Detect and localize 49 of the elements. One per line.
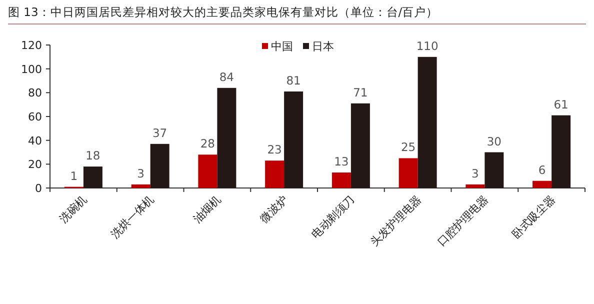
data-label: 30 [486, 134, 502, 148]
data-label: 61 [554, 97, 568, 112]
y-tick-label: 0 [35, 182, 42, 195]
bar [198, 154, 218, 188]
data-label: 71 [353, 85, 368, 100]
legend-label: 中国 [271, 40, 293, 53]
data-label: 6 [538, 162, 546, 177]
data-label: 13 [334, 154, 349, 169]
data-label: 18 [86, 148, 100, 163]
bar [332, 172, 351, 188]
bar [265, 160, 284, 188]
data-label: 28 [200, 136, 216, 151]
bar [552, 115, 571, 188]
data-label: 84 [219, 70, 234, 84]
y-tick-label: 40 [28, 134, 42, 148]
x-tick-label: 洗碗机 [57, 192, 90, 226]
bar [466, 184, 485, 188]
bar [150, 144, 170, 188]
data-label: 3 [472, 166, 479, 180]
bar [131, 184, 150, 188]
bar [418, 56, 437, 188]
y-tick-label: 60 [28, 110, 42, 124]
y-tick-label: 120 [21, 39, 42, 52]
bar [532, 180, 552, 188]
data-label: 81 [286, 73, 301, 88]
data-label: 25 [400, 140, 416, 154]
y-tick-label: 100 [21, 62, 42, 76]
bar [284, 91, 304, 188]
x-tick-label: 口腔护理电器 [434, 192, 491, 249]
chart-title: 图 13：中日两国居民差异相对较大的主要品类家电保有量对比（单位：台/百户） [8, 5, 438, 19]
bar [350, 103, 370, 188]
x-tick-label: 卧式吸尘器 [510, 192, 558, 242]
legend-label: 日本 [312, 40, 334, 53]
x-tick-label: 微波炉 [258, 192, 290, 226]
x-tick-label: 洗烘一体机 [108, 192, 156, 242]
data-label: 37 [152, 126, 168, 140]
bar [398, 158, 418, 188]
data-label: 3 [137, 166, 144, 180]
data-label: 23 [267, 142, 282, 157]
data-label: 1 [70, 168, 78, 183]
data-label: 110 [416, 38, 438, 53]
x-tick-label: 油烟机 [190, 192, 224, 226]
x-tick-label: 电动剃须刀 [308, 192, 358, 242]
y-tick-label: 20 [28, 158, 42, 172]
x-tick-label: 头发护理电器 [368, 192, 424, 249]
bar [83, 166, 102, 188]
bar [217, 88, 236, 188]
y-tick-label: 80 [28, 86, 42, 100]
bar [484, 152, 504, 188]
